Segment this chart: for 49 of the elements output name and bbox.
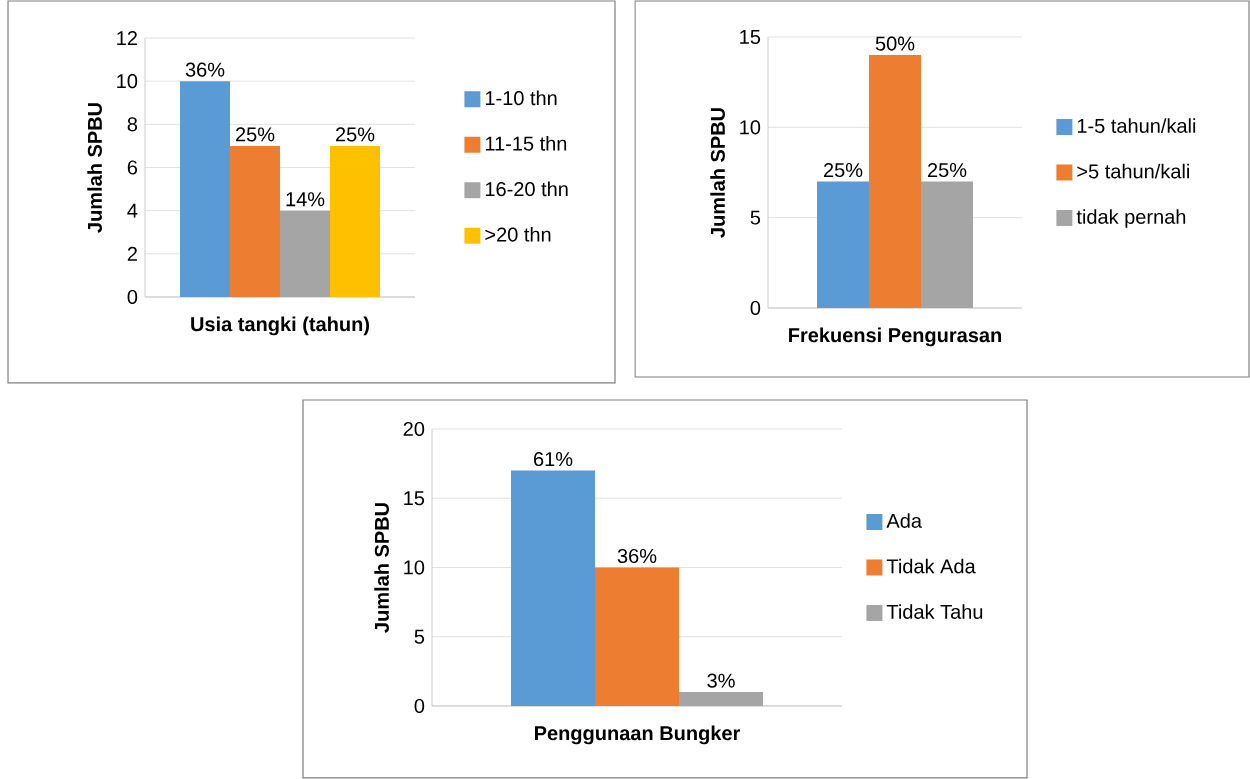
y-tick-label: 0	[127, 289, 138, 305]
legend-label: 1-5 tahun/kali	[1077, 118, 1196, 133]
y-tick-label: 10	[404, 560, 425, 575]
x-axis-title: Penggunaan Bungker	[535, 725, 741, 745]
annotation: 36%	[185, 62, 225, 77]
bar	[511, 470, 595, 706]
y-tick-label: 5	[414, 629, 425, 644]
legend-label: tidak pernah	[1076, 209, 1186, 228]
y-axis-title: Jumlah SPBU	[87, 103, 102, 233]
legend-label: >20 thn	[485, 226, 551, 242]
y-tick-label: 10	[740, 120, 761, 135]
annotation: 3%	[707, 673, 735, 688]
x-axis-title: Usia tangki (tahun)	[191, 316, 370, 336]
legend-label: 11-15 thn	[485, 136, 567, 151]
y-tick-label: 6	[127, 160, 138, 175]
y-tick-label: 5	[750, 210, 761, 225]
annotation: 61%	[533, 451, 573, 467]
legend-label: 1-10 thn	[485, 90, 557, 106]
y-tick-label: 4	[127, 203, 138, 218]
bar	[595, 567, 679, 706]
annotation: 25%	[235, 127, 275, 142]
annotation: 25%	[927, 162, 967, 178]
y-axis-title: Jumlah SPBU	[710, 108, 725, 238]
annotation: 36%	[617, 548, 657, 564]
bar	[280, 210, 330, 297]
y-tick-label: 15	[404, 491, 425, 506]
legend-label: Tidak Tahu	[886, 604, 983, 619]
legend-label: 16-20 thn	[485, 181, 568, 197]
y-tick-label: 2	[127, 246, 137, 261]
y-tick-label: 0	[414, 698, 425, 714]
y-axis-title: Jumlah SPBU	[374, 503, 389, 633]
legend-label: Ada	[886, 513, 922, 528]
bar	[180, 81, 230, 297]
y-tick-label: 10	[117, 74, 138, 89]
bar	[330, 145, 380, 297]
bar	[230, 145, 280, 297]
annotation: 14%	[286, 192, 325, 207]
legend-label: Tidak Ada	[886, 558, 976, 574]
annotation: 25%	[335, 127, 375, 142]
y-tick-label: 0	[750, 300, 761, 316]
y-tick-label: 12	[117, 31, 137, 45]
y-tick-label: 20	[403, 421, 425, 437]
annotation: 25%	[823, 162, 863, 178]
x-axis-title: Frekuensi Pengurasan	[789, 327, 1001, 347]
annotation: 50%	[875, 36, 915, 51]
y-tick-label: 8	[127, 117, 138, 132]
legend-label: >5 tahun/kali	[1077, 163, 1189, 179]
y-tick-label: 15	[740, 30, 761, 44]
bar	[679, 692, 763, 706]
